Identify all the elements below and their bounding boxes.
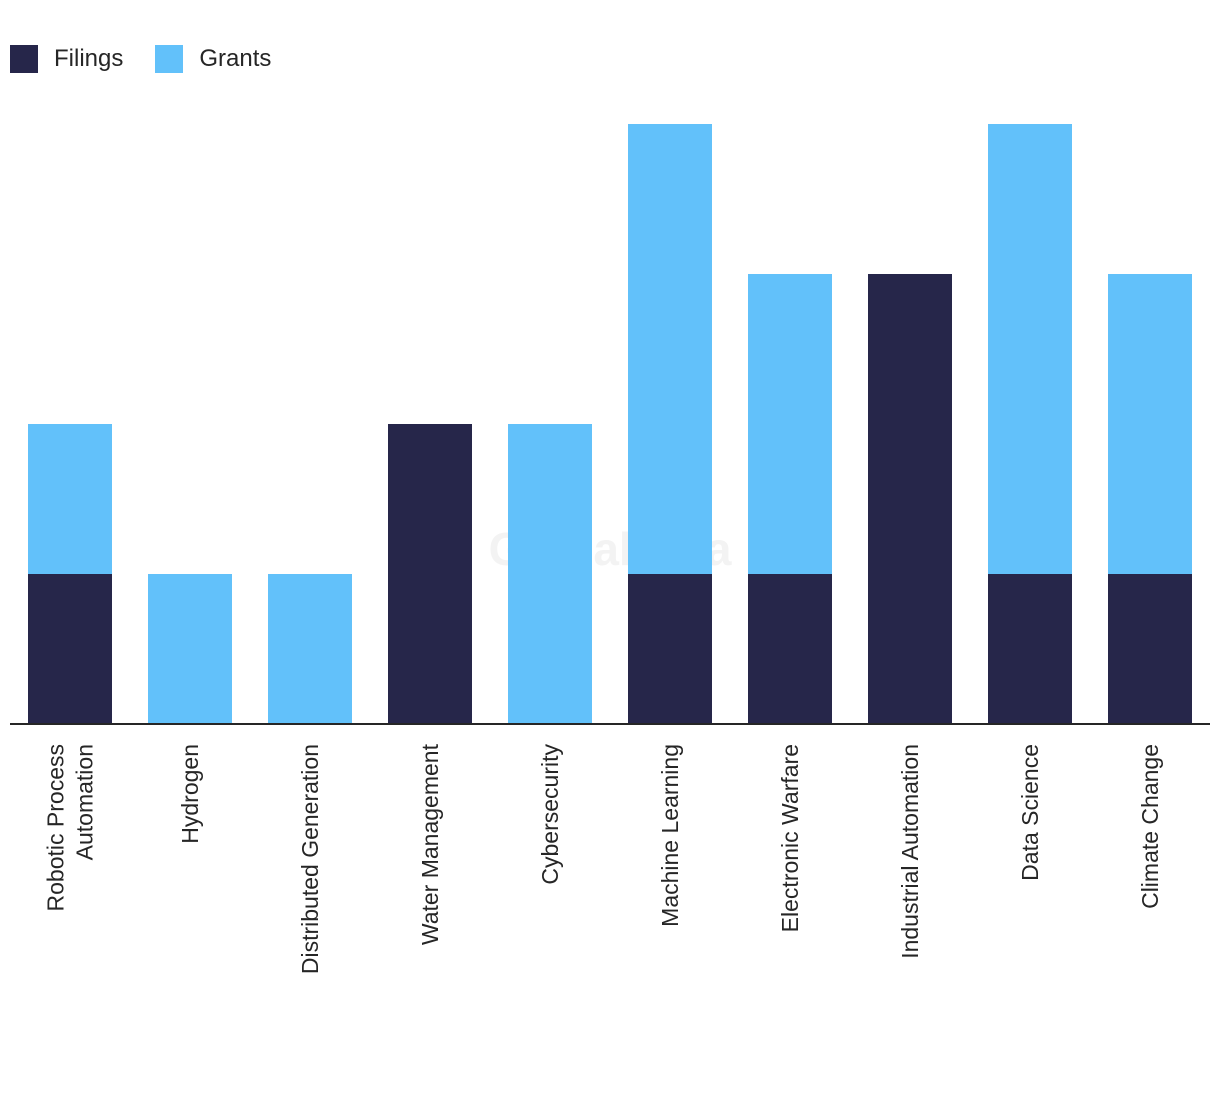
legend-swatch-filings (10, 45, 38, 73)
bar-filings-machine-learning (628, 574, 712, 724)
bar-grants-machine-learning (628, 124, 712, 574)
bar-filings-climate-change (1108, 574, 1192, 724)
bar-filings-electronic-warfare (748, 574, 832, 724)
bar-grants-climate-change (1108, 274, 1192, 574)
bar-grants-distributed-generation (268, 574, 352, 724)
tick-label-machine-learning: Machine Learning (657, 744, 683, 927)
tick-label-hydrogen: Hydrogen (177, 744, 203, 844)
tick-label-line: Machine Learning (657, 744, 683, 927)
tick-label-line: Data Science (1017, 744, 1043, 881)
tick-label-industrial-automation: Industrial Automation (897, 744, 923, 959)
tick-label-line: Hydrogen (177, 744, 203, 844)
chart-legend: Filings Grants (10, 43, 303, 75)
legend-label-grants: Grants (199, 45, 272, 72)
bar-filings-industrial-automation (868, 274, 952, 724)
tick-label-electronic-warfare: Electronic Warfare (777, 744, 803, 932)
tick-label-line: Electronic Warfare (777, 744, 803, 932)
legend-label-filings: Filings (54, 45, 124, 72)
tick-label-line: Cybersecurity (537, 744, 563, 885)
legend-item-filings: Filings (10, 45, 123, 73)
bar-grants-robotic-process-automation (28, 424, 112, 574)
bar-filings-robotic-process-automation (28, 574, 112, 724)
tick-label-line: Robotic Process (43, 744, 69, 911)
bar-grants-cybersecurity (508, 424, 592, 724)
tick-label-line: Climate Change (1137, 744, 1163, 909)
tick-label-water-management: Water Management (417, 743, 443, 945)
x-tick-labels: Robotic Process Automation Hydrogen Distrib… (43, 743, 1164, 974)
tick-label-line: Industrial Automation (897, 744, 923, 959)
tick-label-climate-change: Climate Change (1137, 744, 1163, 909)
bar-filings-data-science (988, 574, 1072, 724)
bar-grants-hydrogen (148, 574, 232, 724)
tick-label-line: Water Management (417, 743, 443, 945)
bar-filings-water-management (388, 424, 472, 724)
tick-label-data-science: Data Science (1017, 744, 1043, 881)
bar-grants-electronic-warfare (748, 274, 832, 574)
bars-group (28, 124, 1192, 724)
legend-swatch-grants (155, 45, 184, 73)
tick-label-line: Distributed Generation (297, 744, 323, 974)
tick-label-line: Automation (72, 744, 98, 860)
tick-label-robotic-process-automation: Robotic Process Automation (43, 744, 98, 911)
legend-item-grants: Grants (155, 45, 271, 73)
tick-label-cybersecurity: Cybersecurity (537, 744, 563, 885)
tick-label-distributed-generation: Distributed Generation (297, 744, 323, 974)
bar-grants-data-science (988, 124, 1072, 574)
